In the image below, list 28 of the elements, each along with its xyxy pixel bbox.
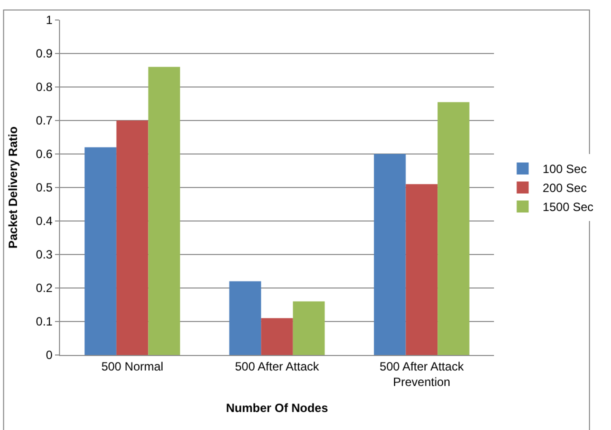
y-tick-label: 0 [46, 348, 53, 362]
y-tick-label: 0.9 [36, 46, 53, 61]
y-tick-label: 0.6 [36, 147, 53, 162]
y-tick-label: 0.7 [36, 114, 53, 128]
y-tick-label: 0.8 [36, 80, 53, 94]
legend-label: 1500 Sec [542, 200, 594, 214]
y-tick-label: 0.1 [36, 314, 53, 329]
bar [229, 281, 262, 355]
bar [374, 154, 406, 355]
y-tick-label: 0.4 [36, 214, 53, 228]
y-tick-label: 0.2 [36, 281, 53, 296]
bar [116, 120, 148, 355]
bar [84, 147, 116, 355]
x-tick-label: 500 After Attack [234, 359, 320, 374]
x-axis-title: Number Of Nodes [226, 400, 328, 415]
y-tick-label: 1 [46, 13, 53, 28]
y-tick-label: 0.5 [36, 180, 53, 195]
y-tick-label: 0.3 [36, 248, 53, 262]
legend-label: 200 Sec [542, 181, 587, 196]
bar [148, 66, 180, 355]
y-axis-title: Packet Delivery Ratio [6, 126, 20, 249]
bar [261, 318, 293, 355]
x-tick-label: 500 After Attack Prevention [380, 359, 465, 389]
bar [438, 102, 470, 355]
x-tick-label: 500 Normal [101, 359, 164, 374]
bar [292, 301, 325, 355]
legend-label: 100 Sec [542, 162, 587, 176]
bar [406, 184, 438, 355]
